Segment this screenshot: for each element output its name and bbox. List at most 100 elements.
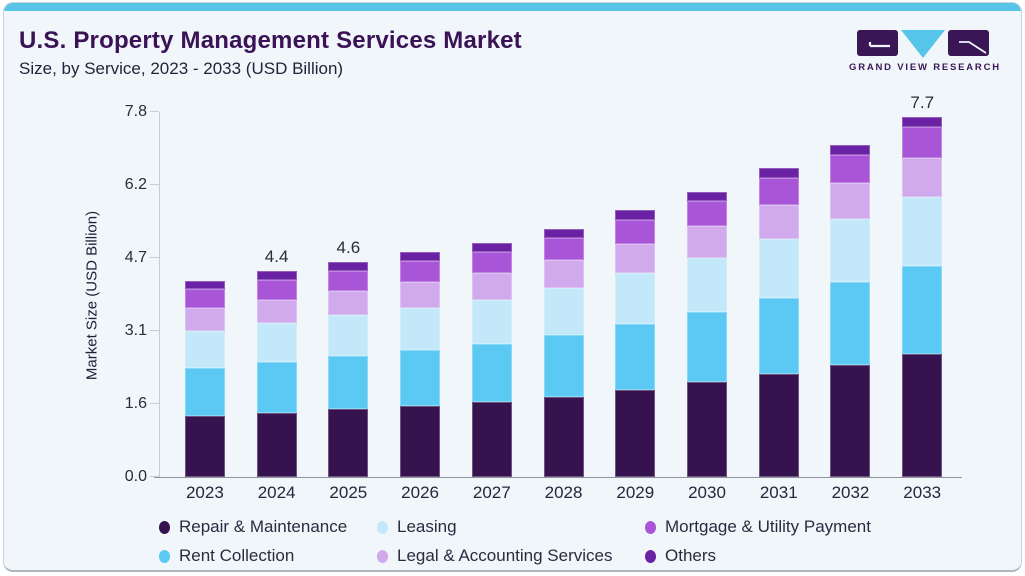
legend-dot-icon	[159, 549, 170, 563]
bar-group	[671, 112, 743, 477]
bar-segment-mortgage-utility-payment	[184, 289, 225, 309]
bar-segment-leasing	[400, 307, 441, 351]
legend: Repair & Maintenance Leasing Mortgage & Ut…	[159, 514, 989, 569]
bar-segment-others	[328, 261, 369, 271]
bar-segment-rent-collection	[902, 265, 943, 355]
bar-value-label: 7.7	[910, 92, 935, 112]
y-tick-mark	[150, 183, 159, 185]
logo-r-block-icon	[948, 30, 989, 56]
legend-item: Mortgage & Utility Payment	[645, 514, 989, 540]
legend-dot-icon	[645, 549, 656, 563]
bars-row: 4.4 4.6 7.7	[159, 93, 962, 477]
bar-segment-leasing	[184, 330, 225, 368]
legend-dot-icon	[377, 549, 388, 563]
bar-group	[743, 112, 815, 477]
bar-group	[456, 112, 528, 477]
legend-label: Legal & Accounting Services	[397, 546, 613, 565]
bar-segment-mortgage-utility-payment	[830, 155, 871, 183]
x-tick-label: 2032	[831, 483, 870, 502]
x-tick-label: 2031	[759, 483, 798, 502]
y-tick-label: 7.8	[124, 103, 147, 120]
bar-segment-rent-collection	[758, 297, 799, 375]
bar-group	[384, 112, 456, 477]
bar-segment-repair-maintenance	[902, 354, 943, 477]
bar-segment-legal-accounting-services	[328, 290, 369, 316]
bar-segment-repair-maintenance	[471, 402, 512, 477]
bar-stack	[543, 229, 584, 477]
bar-stack	[830, 144, 871, 477]
bar-segment-rent-collection	[687, 311, 727, 383]
bar-stack	[758, 168, 799, 477]
legend-item: Repair & Maintenance	[159, 514, 377, 540]
bar-segment-legal-accounting-services	[687, 225, 727, 258]
bar-segment-rent-collection	[471, 344, 512, 403]
x-tick-label: 2030	[688, 483, 726, 502]
bar-segment-mortgage-utility-payment	[687, 201, 727, 226]
x-tick-label: 2025	[329, 483, 368, 502]
bar-segment-rent-collection	[830, 282, 871, 365]
bar-segment-rent-collection	[328, 355, 369, 410]
bar-segment-mortgage-utility-payment	[902, 127, 943, 159]
y-tick-mark	[150, 256, 159, 258]
y-axis-title: Market Size (USD Billion)	[83, 210, 101, 381]
bar-group: 4.4	[241, 112, 313, 477]
bar-segment-others	[184, 280, 225, 290]
bar-segment-leasing	[758, 239, 799, 298]
bar-stack	[256, 271, 297, 477]
bar-segment-others	[687, 191, 727, 202]
y-tick-mark	[150, 402, 159, 404]
x-tick-label: 2033	[903, 483, 942, 502]
y-tick-mark	[150, 329, 159, 331]
bar-segment-others	[615, 210, 656, 220]
bar-segment-leasing	[615, 273, 656, 324]
x-axis-line	[154, 476, 962, 478]
bar-segment-leasing	[543, 287, 584, 336]
x-tick-label: 2027	[472, 483, 511, 502]
y-tick-mark	[150, 110, 159, 112]
y-tick-label: 3.1	[124, 322, 147, 339]
bar-stack	[902, 116, 943, 477]
bar-segment-others	[256, 271, 297, 281]
bar-segment-repair-maintenance	[256, 412, 297, 477]
bar-value-label: 4.6	[336, 237, 361, 257]
bar-segment-repair-maintenance	[687, 382, 727, 477]
bar-group	[528, 112, 600, 477]
bar-segment-others	[471, 243, 512, 252]
bar-segment-others	[400, 252, 441, 262]
bar-segment-mortgage-utility-payment	[543, 238, 584, 260]
bar-segment-mortgage-utility-payment	[758, 178, 799, 206]
bar-segment-leasing	[830, 219, 871, 283]
bar-stack	[328, 261, 369, 477]
y-tick-label: 6.2	[124, 176, 147, 193]
legend-label: Leasing	[397, 517, 457, 536]
accent-strip	[4, 3, 1021, 11]
bar-segment-leasing	[256, 323, 297, 362]
bar-stack	[471, 243, 512, 477]
bar-segment-legal-accounting-services	[184, 308, 225, 331]
legend-label: Rent Collection	[179, 546, 295, 565]
y-tick-label: 4.7	[124, 249, 147, 266]
bar-group	[599, 112, 671, 477]
bar-segment-rent-collection	[615, 324, 656, 390]
y-tick-label: 0.0	[124, 468, 147, 485]
bar-segment-mortgage-utility-payment	[615, 219, 656, 244]
page-subtitle: Size, by Service, 2023 - 2033 (USD Billi…	[19, 59, 344, 78]
x-axis-labels: 2023 2024 2025 2026 2027 2028 2029 2030 2031 2032…	[159, 483, 962, 507]
gvr-logo-mark	[857, 30, 989, 58]
legend-label: Repair & Maintenance	[179, 517, 348, 536]
bar-group	[169, 112, 241, 477]
bar-stack	[687, 191, 727, 477]
bar-segment-legal-accounting-services	[256, 299, 297, 324]
logo-wordmark: GRAND VIEW RESEARCH	[849, 62, 1001, 73]
bar-segment-legal-accounting-services	[471, 273, 512, 300]
page-title: U.S. Property Management Services Market	[19, 27, 522, 54]
bar-segment-repair-maintenance	[184, 416, 225, 477]
legend-item: Rent Collection	[159, 543, 377, 569]
bar-segment-legal-accounting-services	[902, 158, 943, 198]
y-tick-label: 1.6	[124, 395, 147, 412]
logo-v-triangle-icon	[901, 30, 945, 58]
legend-item: Leasing	[377, 514, 645, 540]
bar-segment-repair-maintenance	[830, 364, 871, 477]
bar-stack	[400, 252, 441, 477]
